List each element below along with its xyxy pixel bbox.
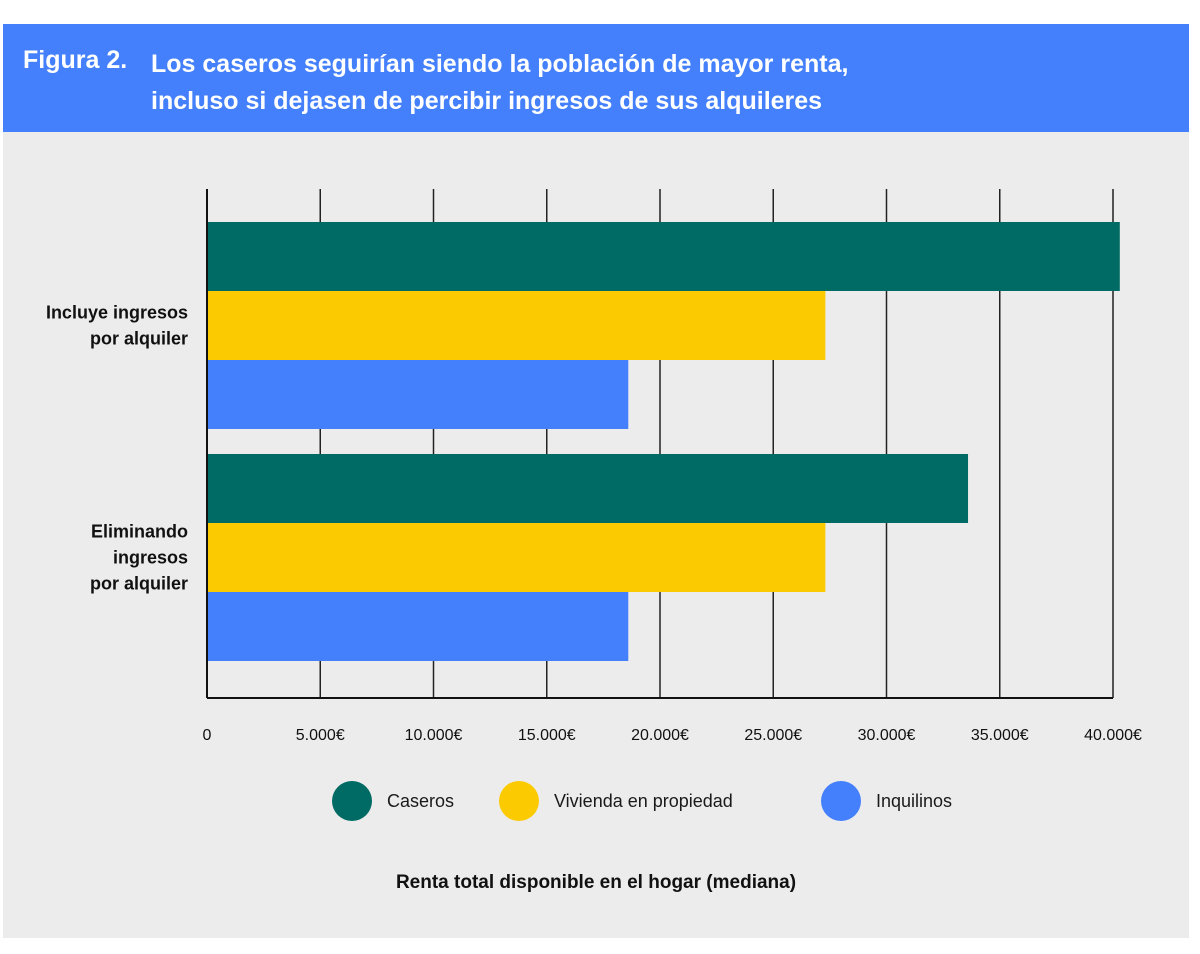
bar-inquilinos-2 <box>207 592 629 661</box>
x-tick-label-30000: 30.000€ <box>858 727 916 744</box>
legend-label-caseros: Caseros <box>387 791 455 811</box>
figure-title-line-2: incluso si dejasen de percibir ingresos … <box>151 87 823 115</box>
figure-panel: Figura 2. Los caseros seguirían siendo l… <box>3 24 1189 938</box>
bar-inquilinos-1 <box>207 360 629 429</box>
figure-title-line-1: Los caseros seguirían siendo la població… <box>151 50 849 78</box>
legend-label-inquilinos: Inquilinos <box>876 791 953 811</box>
legend-swatch-inquilinos <box>821 781 861 821</box>
legend-swatch-vivienda <box>499 781 539 821</box>
x-tick-label-15000: 15.000€ <box>518 727 576 744</box>
x-tick-label-35000: 35.000€ <box>971 727 1029 744</box>
figure-label: Figura 2. <box>23 46 128 74</box>
x-tick-label-5000: 5.000€ <box>296 727 345 744</box>
category-label-2-line-2: ingresos <box>113 548 188 568</box>
x-tick-label-10000: 10.000€ <box>405 727 463 744</box>
bar-vivienda-en-propiedad-2 <box>207 523 826 592</box>
legend-swatch-caseros <box>332 781 372 821</box>
bar-chart: 0 5.000€ 10.000€ 15.000€ 20.000€ 25.000€ 30.00… <box>46 189 1142 744</box>
bar-vivienda-en-propiedad-1 <box>207 291 826 360</box>
x-tick-label-0: 0 <box>203 727 212 744</box>
category-label-1-line-1: Incluye ingresos <box>46 303 188 323</box>
figure-header: Figura 2. Los caseros seguirían siendo l… <box>3 24 1189 132</box>
x-axis-title: Renta total disponible en el hogar (medi… <box>395 872 797 893</box>
x-tick-label-40000: 40.000€ <box>1084 727 1142 744</box>
category-label-1-line-2: por alquiler <box>90 329 188 349</box>
x-tick-label-25000: 25.000€ <box>744 727 802 744</box>
category-label-2-line-3: por alquiler <box>90 574 188 594</box>
figure-title: Los caseros seguirían siendo la població… <box>151 46 1151 120</box>
legend-label-vivienda: Vivienda en propiedad <box>554 791 733 811</box>
x-tick-label-20000: 20.000€ <box>631 727 689 744</box>
chart-legend: Caseros Vivienda en propiedad Inquilinos <box>3 781 1189 821</box>
bar-caseros-2 <box>207 454 969 523</box>
category-label-2-line-1: Eliminando <box>91 522 188 542</box>
bar-caseros-1 <box>207 222 1120 291</box>
